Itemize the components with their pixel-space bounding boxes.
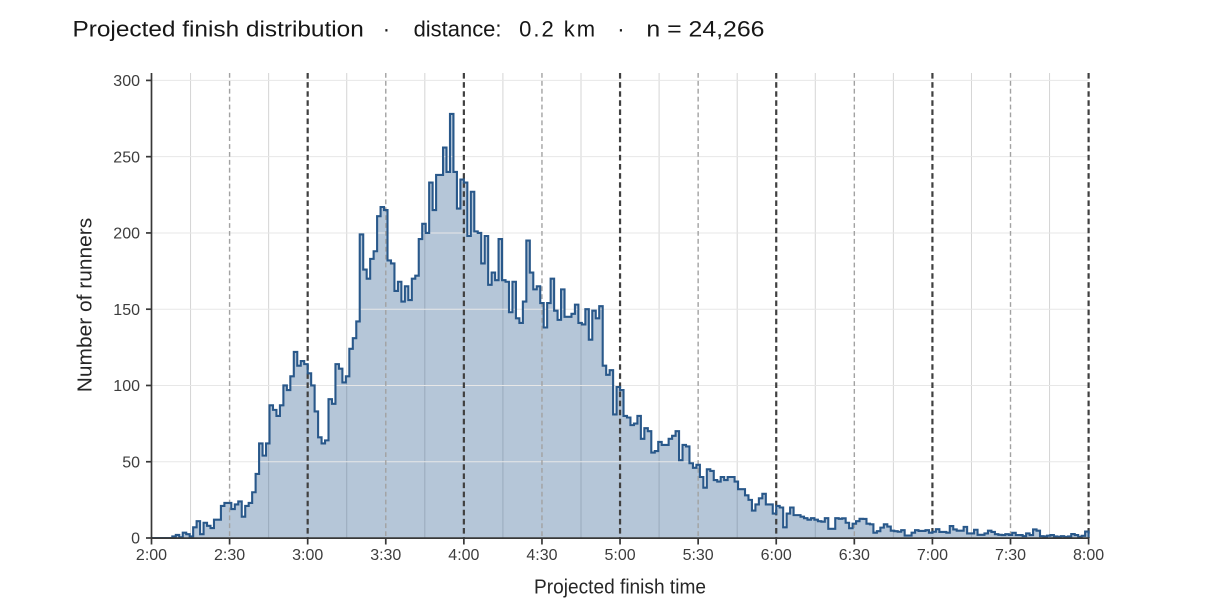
svg-text:50: 50 <box>122 454 140 471</box>
svg-text:250: 250 <box>113 149 140 166</box>
svg-text:4:30: 4:30 <box>526 547 557 564</box>
svg-text:·: · <box>617 17 624 42</box>
svg-text:0.2 km: 0.2 km <box>519 17 595 42</box>
svg-text:0: 0 <box>131 531 140 548</box>
svg-text:distance:: distance: <box>414 17 502 42</box>
svg-text:2:00: 2:00 <box>136 547 167 564</box>
svg-text:300: 300 <box>113 73 140 90</box>
svg-text:100: 100 <box>113 378 140 395</box>
svg-text:3:30: 3:30 <box>370 547 401 564</box>
svg-text:3:00: 3:00 <box>292 547 323 564</box>
svg-text:7:30: 7:30 <box>995 547 1026 564</box>
svg-text:4:00: 4:00 <box>448 547 479 564</box>
svg-text:7:00: 7:00 <box>917 547 948 564</box>
svg-text:6:30: 6:30 <box>839 547 870 564</box>
svg-text:2:30: 2:30 <box>214 547 245 564</box>
svg-text:·: · <box>383 17 390 42</box>
svg-text:8:00: 8:00 <box>1073 547 1104 564</box>
svg-text:Number of runners: Number of runners <box>74 218 97 392</box>
svg-text:150: 150 <box>113 302 140 319</box>
svg-text:n = 24,266: n = 24,266 <box>646 17 764 42</box>
svg-text:Projected finish time: Projected finish time <box>534 577 706 599</box>
svg-text:200: 200 <box>113 226 140 243</box>
svg-text:5:00: 5:00 <box>604 547 635 564</box>
svg-text:Projected finish distribution: Projected finish distribution <box>73 17 364 42</box>
svg-text:5:30: 5:30 <box>683 547 714 564</box>
svg-text:6:00: 6:00 <box>761 547 792 564</box>
